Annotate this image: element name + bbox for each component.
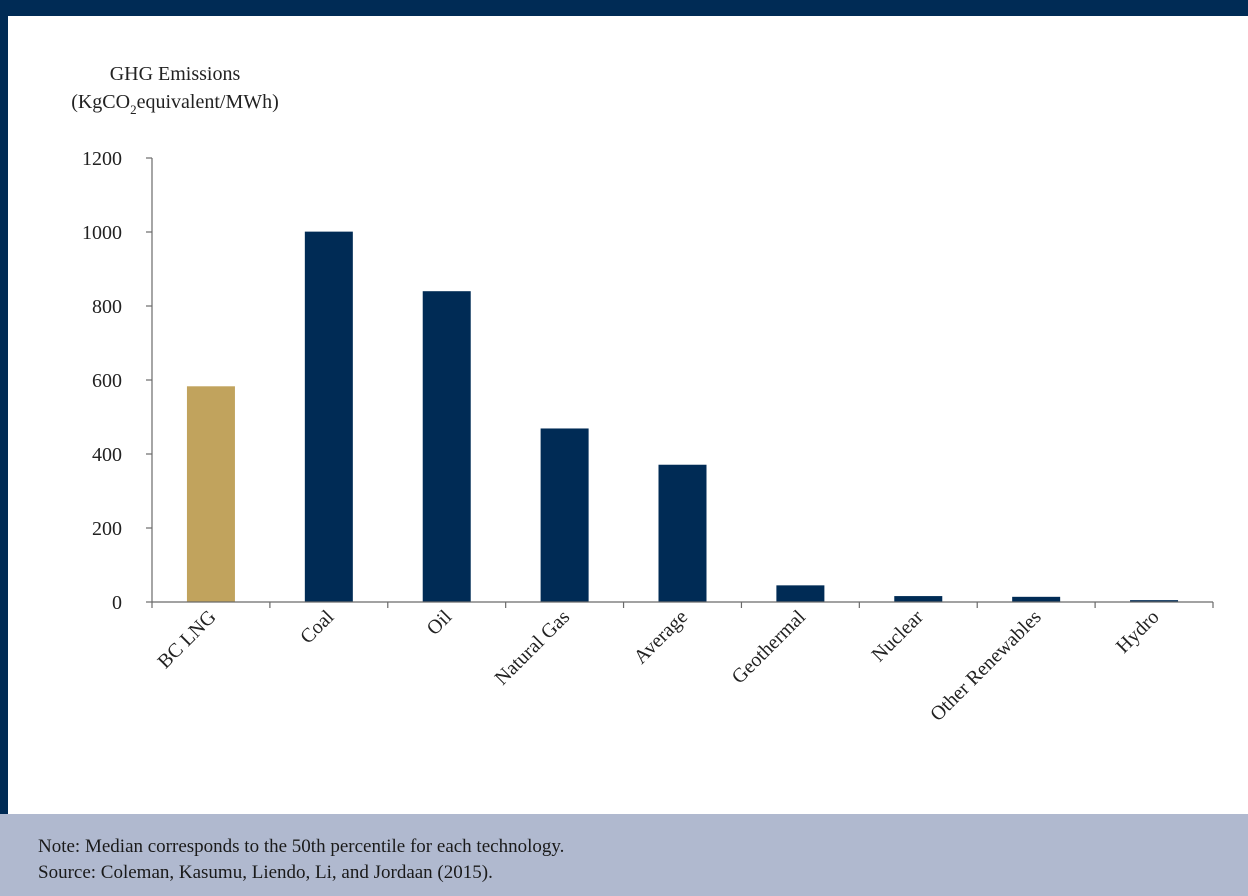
bar-2 (422, 291, 471, 602)
left-border-bar (0, 16, 8, 814)
bar-4 (658, 464, 707, 602)
bar-1 (304, 231, 353, 602)
y-tick-label-4: 800 (92, 296, 122, 318)
y-axis-title-subscript: 2 (130, 102, 137, 117)
y-axis-title-line2: (KgCO2equivalent/MWh) (71, 91, 279, 117)
y-tick-label-1: 200 (92, 518, 122, 540)
note-panel: Note: Median corresponds to the 50th per… (0, 814, 1248, 896)
x-tick-label-5: Geothermal (728, 606, 811, 689)
y-tick-label-2: 400 (92, 444, 122, 466)
bar-3 (540, 428, 589, 602)
x-tick-label-4: Average (630, 606, 692, 668)
x-tick-label-8: Hydro (1112, 606, 1164, 658)
bar-7 (1012, 596, 1061, 602)
chart-area: GHG Emissions (KgCO2equivalent/MWh) 0 200… (71, 63, 1214, 726)
y-axis-title-line1: GHG Emissions (110, 63, 241, 85)
y-axis-title-suffix: equivalent/MWh) (137, 91, 279, 113)
x-tick-label-6: Nuclear (867, 606, 928, 667)
top-border-bar (0, 0, 1248, 16)
source-text: Source: Coleman, Kasumu, Liendo, Li, and… (38, 862, 493, 883)
x-tick-label-1: Coal (296, 606, 339, 649)
bar-8 (1130, 600, 1179, 602)
y-tick-label-3: 600 (92, 370, 122, 392)
bar-chart: GHG Emissions (KgCO2equivalent/MWh) 0 200… (71, 63, 1214, 726)
bar-5 (776, 585, 825, 602)
bar-0 (186, 386, 235, 602)
x-tick-label-7: Other Renewables (926, 606, 1046, 726)
x-tick-label-2: Oil (423, 606, 457, 640)
plot-layer: 0 200 400 600 800 1000 1200 BC LNG Coal Oil Natura… (82, 148, 1214, 726)
y-axis-title-prefix: (KgCO (71, 91, 130, 113)
y-tick-label-5: 1000 (82, 222, 122, 244)
y-tick-label-6: 1200 (82, 148, 122, 170)
y-tick-label-0: 0 (112, 592, 122, 614)
x-tick-label-0: BC LNG (153, 606, 220, 673)
note-text: Note: Median corresponds to the 50th per… (38, 836, 565, 857)
bar-6 (894, 596, 943, 602)
x-tick-label-3: Natural Gas (491, 606, 575, 690)
